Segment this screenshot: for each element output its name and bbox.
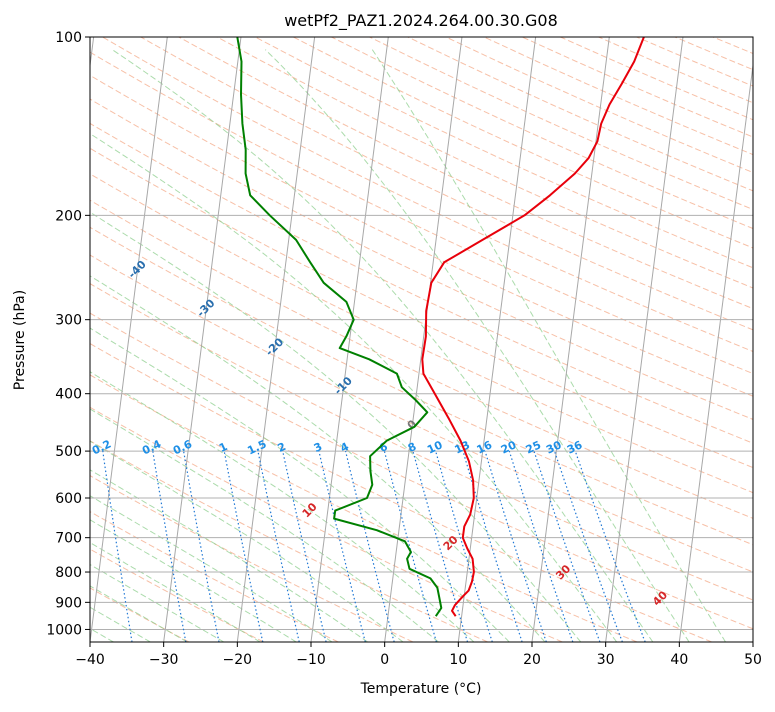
y-tick-label: 300 [55, 313, 82, 329]
y-tick-label: 1000 [46, 622, 82, 638]
y-tick-label: 100 [55, 30, 82, 46]
y-tick-label: 400 [55, 387, 82, 403]
y-tick-label: 500 [55, 444, 82, 460]
x-tick-label: 20 [523, 652, 541, 668]
x-axis-title: Temperature (°C) [360, 681, 482, 697]
x-tick-label: −30 [149, 652, 179, 668]
y-tick-label: 200 [55, 208, 82, 224]
x-tick-label: 50 [744, 652, 762, 668]
y-axis-title: Pressure (hPa) [12, 290, 28, 390]
x-tick-label: −40 [75, 652, 105, 668]
x-tick-label: 10 [449, 652, 467, 668]
chart-title: wetPf2_PAZ1.2024.264.00.30.G08 [284, 11, 558, 31]
x-tick-label: 0 [380, 652, 389, 668]
y-tick-label: 900 [55, 595, 82, 611]
y-tick-label: 800 [55, 565, 82, 581]
x-tick-label: 40 [670, 652, 688, 668]
y-tick-label: 700 [55, 531, 82, 547]
y-tick-label: 600 [55, 491, 82, 507]
x-tick-label: 30 [597, 652, 615, 668]
x-tick-label: −10 [296, 652, 326, 668]
x-tick-label: −20 [223, 652, 253, 668]
